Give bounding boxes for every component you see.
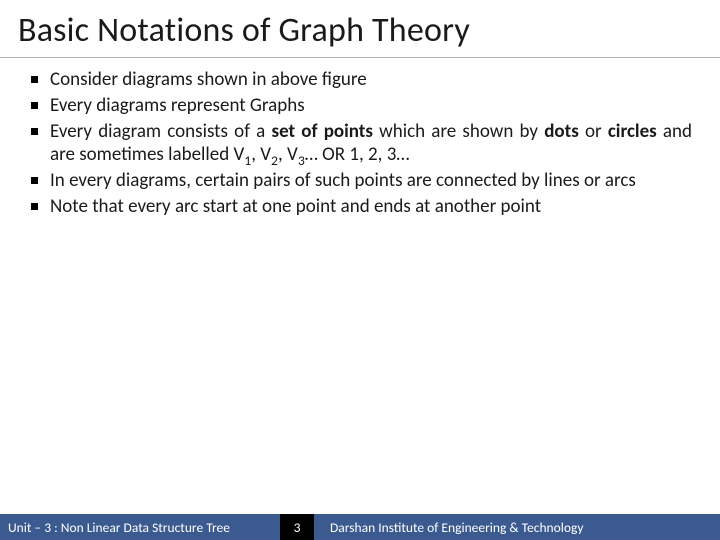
content-area: Consider diagrams shown in above figure …	[0, 58, 720, 514]
bullet-item: Consider diagrams shown in above figure	[28, 68, 692, 92]
subscript: 3	[298, 152, 305, 169]
bullet-item: Every diagram consists of a set of point…	[28, 120, 692, 168]
bold-text: circles	[608, 120, 657, 143]
footer-unit: Unit – 3 : Non Linear Data Structure Tre…	[0, 514, 280, 540]
page-title: Basic Notations of Graph Theory	[0, 0, 720, 58]
text: Every diagram consists of a	[50, 120, 271, 143]
text: , V	[278, 143, 298, 166]
bullet-item: Note that every arc start at one point a…	[28, 195, 692, 219]
footer: Unit – 3 : Non Linear Data Structure Tre…	[0, 514, 720, 540]
bold-text: dots	[544, 120, 579, 143]
bold-text: set of points	[271, 120, 372, 143]
text: … OR 1, 2, 3…	[305, 143, 410, 166]
footer-page-number: 3	[280, 514, 314, 540]
text: or	[579, 120, 608, 143]
bullet-item: Every diagrams represent Graphs	[28, 94, 692, 118]
bullet-item: In every diagrams, certain pairs of such…	[28, 169, 692, 193]
subscript: 2	[271, 152, 278, 169]
text: which are shown by	[373, 120, 544, 143]
footer-org: Darshan Institute of Engineering & Techn…	[314, 514, 720, 540]
bullet-list: Consider diagrams shown in above figure …	[28, 68, 692, 219]
text: , V	[251, 143, 271, 166]
